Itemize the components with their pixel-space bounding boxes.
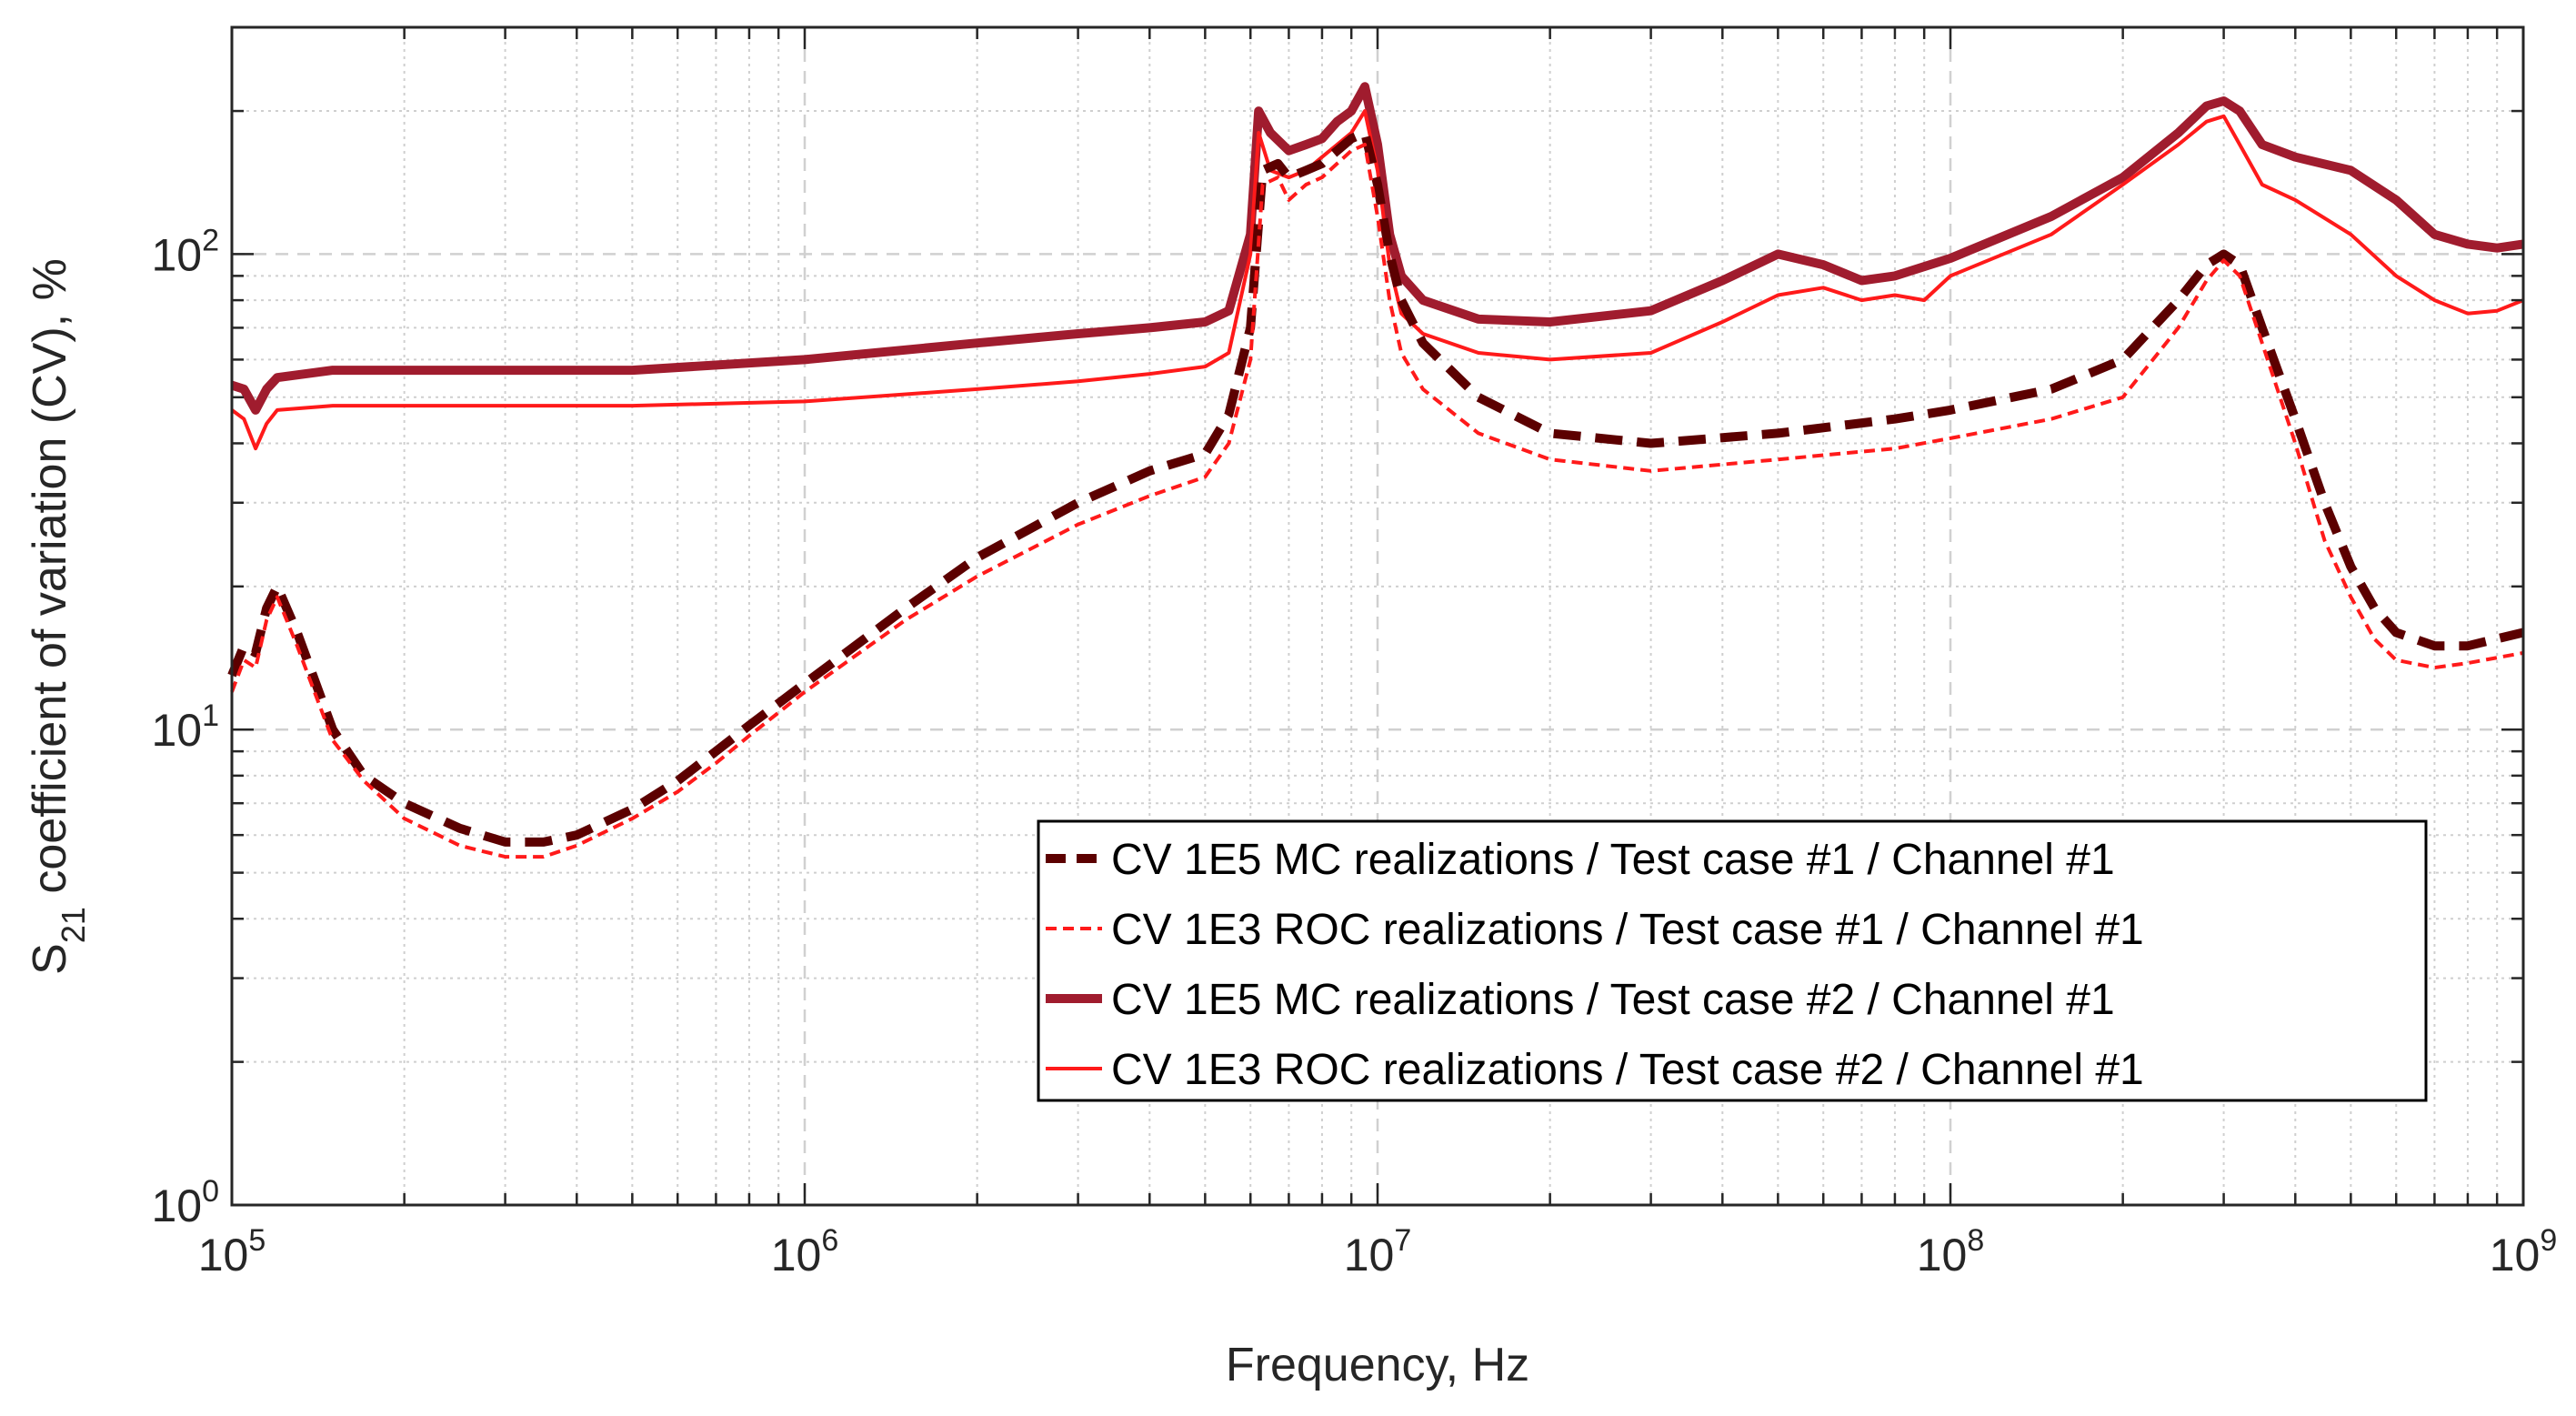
legend-label-series-4: CV 1E3 ROC realizations / Test case #2 /… (1111, 1046, 2144, 1094)
y-axis-title-suffix: coefficient of variation (CV), % (24, 258, 76, 907)
y-tick-label: 101 (151, 698, 219, 756)
y-axis-title-subscript: 21 (55, 907, 92, 943)
legend: CV 1E5 MC realizations / Test case #1 / … (1037, 819, 2428, 1102)
y-axis-title-prefix: S (24, 943, 76, 975)
x-tick-label-base: 10 (771, 1230, 822, 1280)
y-tick-label-base: 10 (151, 229, 202, 280)
y-tick-label-exp: 2 (202, 223, 219, 257)
series-line-2 (230, 143, 2524, 859)
x-tick-label: 106 (771, 1223, 839, 1280)
y-tick-label: 100 (151, 1174, 219, 1231)
legend-label-series-1: CV 1E5 MC realizations / Test case #1 / … (1111, 836, 2115, 884)
x-tick-label: 107 (1344, 1223, 1412, 1280)
x-tick-label-exp: 9 (2540, 1223, 2557, 1258)
y-tick-label-base: 10 (151, 1180, 202, 1231)
ticks-layer (230, 25, 2525, 1207)
major-grid (232, 27, 2523, 1205)
x-tick-label-exp: 8 (1967, 1223, 1984, 1258)
y-tick-label-exp: 1 (202, 698, 219, 733)
legend-box (1037, 819, 2428, 1102)
x-tick-label-base: 10 (2490, 1230, 2541, 1280)
y-tick-label-exp: 0 (202, 1174, 219, 1209)
x-tick-label-exp: 5 (248, 1223, 266, 1258)
y-tick-label: 102 (151, 223, 219, 280)
y-axis-title: S21 coefficient of variation (CV), % (24, 258, 92, 975)
x-tick-label-base: 10 (1344, 1230, 1395, 1280)
x-tick-label: 105 (198, 1223, 266, 1280)
x-tick-label-exp: 7 (1394, 1223, 1411, 1258)
series-line-1 (227, 128, 2525, 847)
y-tick-label-base: 10 (151, 705, 202, 756)
legend-label-series-2: CV 1E3 ROC realizations / Test case #1 /… (1111, 906, 2144, 954)
x-tick-label: 108 (1917, 1223, 1985, 1280)
series-line-4 (230, 109, 2524, 451)
legend-label-series-3: CV 1E5 MC realizations / Test case #2 / … (1111, 976, 2115, 1024)
x-tick-labels: 105 106 107 108 109 (198, 1223, 2558, 1280)
series-layer (227, 82, 2525, 859)
x-tick-label-base: 10 (198, 1230, 249, 1280)
x-tick-label-exp: 6 (821, 1223, 838, 1258)
x-tick-label: 109 (2490, 1223, 2558, 1280)
x-axis-title: Frequency, Hz (1226, 1339, 1529, 1391)
x-tick-label-base: 10 (1917, 1230, 1968, 1280)
